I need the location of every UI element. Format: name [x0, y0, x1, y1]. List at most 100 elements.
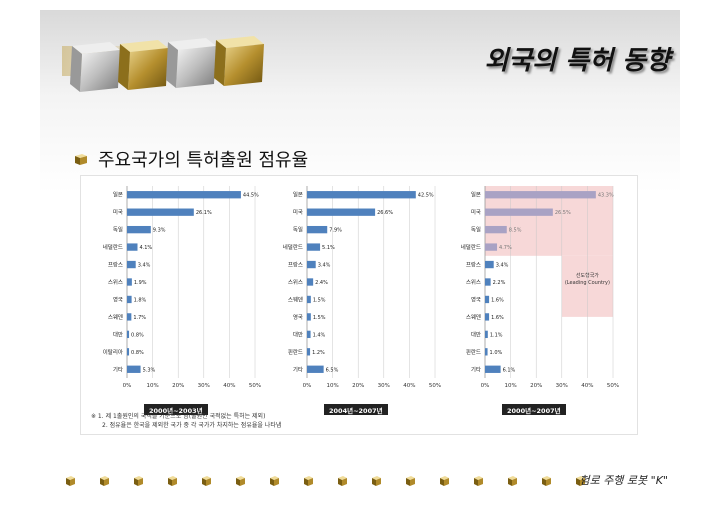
value-label: 5.1% — [322, 245, 335, 251]
category-label: 스웨덴 — [288, 295, 303, 303]
category-label: 네덜란드 — [461, 243, 481, 251]
subtitle: 주요국가의 특허출원 점유율 — [74, 146, 308, 172]
category-label: 일본 — [293, 191, 303, 199]
category-label: 기타 — [293, 365, 303, 373]
category-label: 영국 — [293, 313, 303, 321]
bar — [127, 348, 130, 356]
bar — [485, 243, 498, 251]
value-label: 44.5% — [243, 193, 259, 199]
category-label: 대만 — [113, 330, 123, 338]
x-tick-label: 50% — [249, 383, 261, 389]
x-tick-label: 30% — [556, 383, 568, 389]
bar — [485, 330, 488, 339]
value-label: 26.5% — [555, 210, 571, 216]
decorative-cubes-logo — [62, 36, 272, 92]
x-tick-label: 30% — [198, 383, 210, 389]
category-label: 영국 — [471, 295, 481, 303]
x-tick-label: 50% — [429, 383, 441, 389]
bar — [307, 330, 311, 339]
footer-text: 험로 주행 로봇 "K" — [579, 474, 668, 487]
chart-2000-2007: 선도형국가(Leading Country)0% 10% 20% 30% 40% 50%일… — [461, 186, 619, 389]
value-label: 7.9% — [329, 228, 342, 234]
figure-notes: ※ 1. 제 1출원인의 국적을 기준으로 함(출원인 국적없는 특허는 제외)… — [91, 412, 281, 430]
bar — [307, 365, 324, 373]
value-label: 26.1% — [196, 210, 212, 216]
period-label-1: 2000년~2003년 — [144, 404, 208, 415]
note-line-1: ※ 1. 제 1출원인의 국적을 기준으로 함(출원인 국적없는 특허는 제외) — [91, 413, 266, 420]
value-label: 1.0% — [490, 350, 503, 356]
value-label: 0.8% — [131, 350, 144, 356]
cube-2-icon — [118, 40, 168, 90]
small-cube-icon — [406, 476, 415, 486]
category-label: 대만 — [293, 330, 303, 338]
category-label: 핀란드 — [466, 348, 481, 356]
value-label: 43.3% — [598, 193, 614, 199]
bar — [485, 365, 501, 373]
x-tick-label: 30% — [378, 383, 390, 389]
small-cube-icon — [372, 476, 381, 486]
small-cube-icon — [236, 476, 245, 486]
x-tick-label: 40% — [403, 383, 415, 389]
patent-share-figure: 0% 10% 20% 30% 40% 50% 일본 44.5% 미국 26.1% 독일 9.3% 네덜란… — [80, 175, 638, 435]
category-label: 미국 — [471, 208, 481, 216]
category-label: 일본 — [471, 191, 481, 199]
category-label: 프랑스 — [466, 262, 481, 269]
small-cube-icon — [338, 476, 347, 486]
bar — [127, 260, 136, 269]
bar — [127, 225, 151, 234]
bar — [127, 330, 130, 339]
small-cube-icon — [576, 476, 585, 486]
value-label: 1.7% — [133, 315, 146, 321]
bar — [307, 295, 311, 304]
cube-1-icon — [70, 42, 120, 92]
x-tick-label: 0% — [481, 383, 490, 389]
x-tick-label: 40% — [223, 383, 235, 389]
bar — [127, 295, 132, 304]
bar — [307, 260, 316, 269]
bar — [485, 313, 490, 321]
subtitle-text: 주요국가의 특허출원 점유율 — [98, 150, 309, 171]
category-label: 독일 — [113, 226, 123, 234]
value-label: 9.3% — [153, 228, 166, 234]
value-label: 1.9% — [134, 280, 147, 286]
x-tick-label: 20% — [530, 383, 542, 389]
x-tick-label: 10% — [326, 383, 338, 389]
x-tick-label: 40% — [581, 383, 593, 389]
category-label: 미국 — [113, 208, 123, 216]
category-label: 프랑스 — [108, 262, 123, 269]
bar — [485, 295, 490, 304]
bar — [485, 260, 494, 269]
category-label: 스위스 — [288, 278, 303, 286]
bar — [485, 208, 553, 216]
value-label: 1.2% — [312, 350, 325, 356]
period-label-3: 2000년~2007년 — [502, 404, 566, 415]
value-label: 4.1% — [139, 245, 152, 251]
value-label: 3.4% — [138, 263, 151, 269]
value-label: 2.4% — [315, 280, 328, 286]
small-cube-icon — [304, 476, 313, 486]
category-label: 대만 — [471, 330, 481, 338]
value-label: 5.3% — [143, 367, 156, 373]
category-label: 프랑스 — [288, 262, 303, 269]
bar — [307, 313, 311, 321]
bar — [307, 243, 321, 251]
category-label: 독일 — [471, 226, 481, 234]
note-line-2: 2. 점유율은 한국을 제외한 국가 중 각 국가가 차지하는 점유율을 나타냄 — [102, 422, 282, 429]
value-label: 1.6% — [491, 297, 504, 303]
value-label: 6.1% — [503, 367, 516, 373]
category-label: 스웨덴 — [108, 313, 123, 321]
bullet-cube-icon — [75, 154, 87, 165]
bar — [127, 243, 138, 251]
value-label: 2.2% — [493, 280, 506, 286]
category-label: 이탈리아 — [103, 348, 123, 356]
category-label: 네덜란드 — [283, 243, 303, 251]
bar — [127, 313, 132, 321]
category-label: 스웨덴 — [466, 313, 481, 321]
bar — [485, 348, 488, 356]
bar — [307, 348, 311, 356]
value-label: 42.5% — [418, 193, 434, 199]
value-label: 1.5% — [313, 315, 326, 321]
bar — [127, 365, 141, 373]
x-tick-label: 20% — [352, 383, 364, 389]
cube-3-icon — [166, 38, 216, 88]
